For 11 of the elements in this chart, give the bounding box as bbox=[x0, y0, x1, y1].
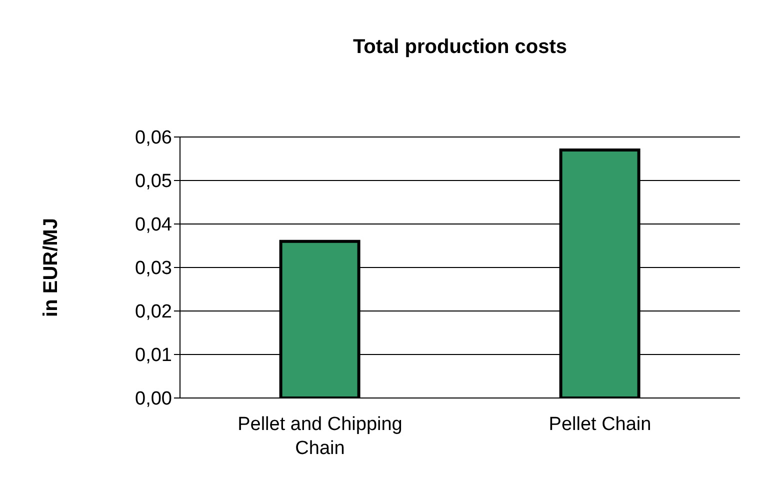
y-tick-label: 0,03 bbox=[135, 258, 172, 280]
y-tick-label: 0,06 bbox=[135, 128, 172, 149]
y-tick-label: 0,04 bbox=[135, 214, 172, 236]
x-tick-label: Pellet and Chipping Chain bbox=[238, 414, 402, 459]
y-tick-label: 0,02 bbox=[135, 302, 172, 323]
y-tick-label: 0,00 bbox=[135, 388, 172, 410]
chart-title: Total production costs bbox=[352, 36, 568, 59]
y-axis-title: in EUR/MJ bbox=[40, 218, 62, 317]
y-tick-label: 0,05 bbox=[135, 171, 172, 192]
y-tick-label: 0,01 bbox=[135, 345, 172, 366]
x-tick-label: Pellet Chain bbox=[548, 414, 652, 435]
